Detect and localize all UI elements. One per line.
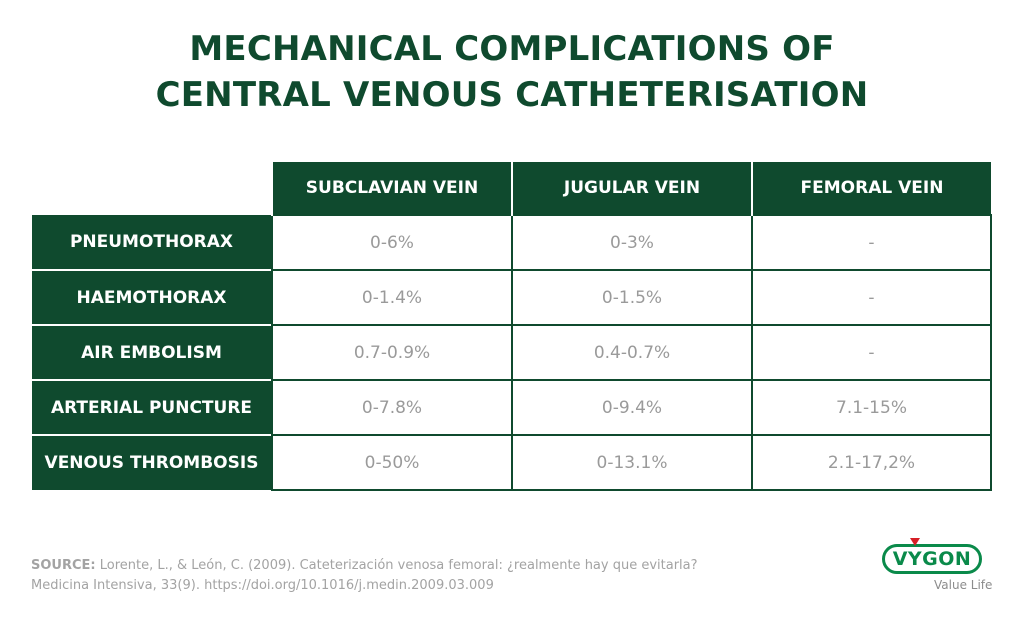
table-cell: 2.1-17,2%	[751, 434, 992, 491]
table-cell: 0-6%	[271, 214, 513, 271]
logo-red-triangle-icon	[910, 538, 920, 546]
source-text: Lorente, L., & León, C. (2009). Cateteri…	[95, 558, 698, 573]
title-line-2: CENTRAL VENOUS CATHETERISATION	[155, 75, 869, 115]
column-header-femoral: FEMORAL VEIN	[751, 162, 991, 215]
row-header-air-embolism: AIR EMBOLISM	[32, 324, 272, 380]
logo-tagline: Value Life	[934, 578, 993, 592]
row-header-haemothorax: HAEMOTHORAX	[32, 269, 272, 325]
table-cell: -	[751, 324, 992, 381]
table-cell: 0.7-0.9%	[271, 324, 513, 381]
table-corner	[32, 162, 272, 215]
page-title: MECHANICAL COMPLICATIONS OF CENTRAL VENO…	[0, 26, 1024, 118]
complications-table: SUBCLAVIAN VEIN JUGULAR VEIN FEMORAL VEI…	[32, 162, 992, 491]
table-cell: 0-50%	[271, 434, 513, 491]
column-header-jugular: JUGULAR VEIN	[511, 162, 752, 215]
table-cell: 0-7.8%	[271, 379, 513, 436]
table-cell: 0-1.5%	[511, 269, 753, 326]
logo-wordmark: VYGON	[882, 544, 982, 574]
table-cell: 0-13.1%	[511, 434, 753, 491]
table-cell: -	[751, 214, 992, 271]
vygon-logo: VYGON Value Life	[876, 534, 996, 596]
table-row: PNEUMOTHORAX 0-6% 0-3% -	[32, 214, 992, 271]
table-row: HAEMOTHORAX 0-1.4% 0-1.5% -	[32, 269, 992, 326]
source-line-2: Medicina Intensiva, 33(9). https://doi.o…	[31, 578, 494, 593]
table-row: VENOUS THROMBOSIS 0-50% 0-13.1% 2.1-17,2…	[32, 434, 992, 491]
column-header-subclavian: SUBCLAVIAN VEIN	[271, 162, 512, 215]
source-label: SOURCE:	[31, 558, 96, 573]
table-cell: 0-1.4%	[271, 269, 513, 326]
table-row: AIR EMBOLISM 0.7-0.9% 0.4-0.7% -	[32, 324, 992, 381]
table-cell: 0-3%	[511, 214, 753, 271]
row-header-venous-thrombosis: VENOUS THROMBOSIS	[32, 434, 272, 490]
table-cell: 0-9.4%	[511, 379, 753, 436]
source-line-1: SOURCE: Lorente, L., & León, C. (2009). …	[31, 556, 751, 576]
row-header-arterial-puncture: ARTERIAL PUNCTURE	[32, 379, 272, 435]
table-cell: 0.4-0.7%	[511, 324, 753, 381]
table-row: ARTERIAL PUNCTURE 0-7.8% 0-9.4% 7.1-15%	[32, 379, 992, 436]
row-header-pneumothorax: PNEUMOTHORAX	[32, 215, 272, 270]
table-cell: -	[751, 269, 992, 326]
source-citation: SOURCE: Lorente, L., & León, C. (2009). …	[31, 556, 751, 596]
table-cell: 7.1-15%	[751, 379, 992, 436]
title-line-1: MECHANICAL COMPLICATIONS OF	[189, 29, 835, 69]
table-header-row: SUBCLAVIAN VEIN JUGULAR VEIN FEMORAL VEI…	[32, 162, 991, 215]
